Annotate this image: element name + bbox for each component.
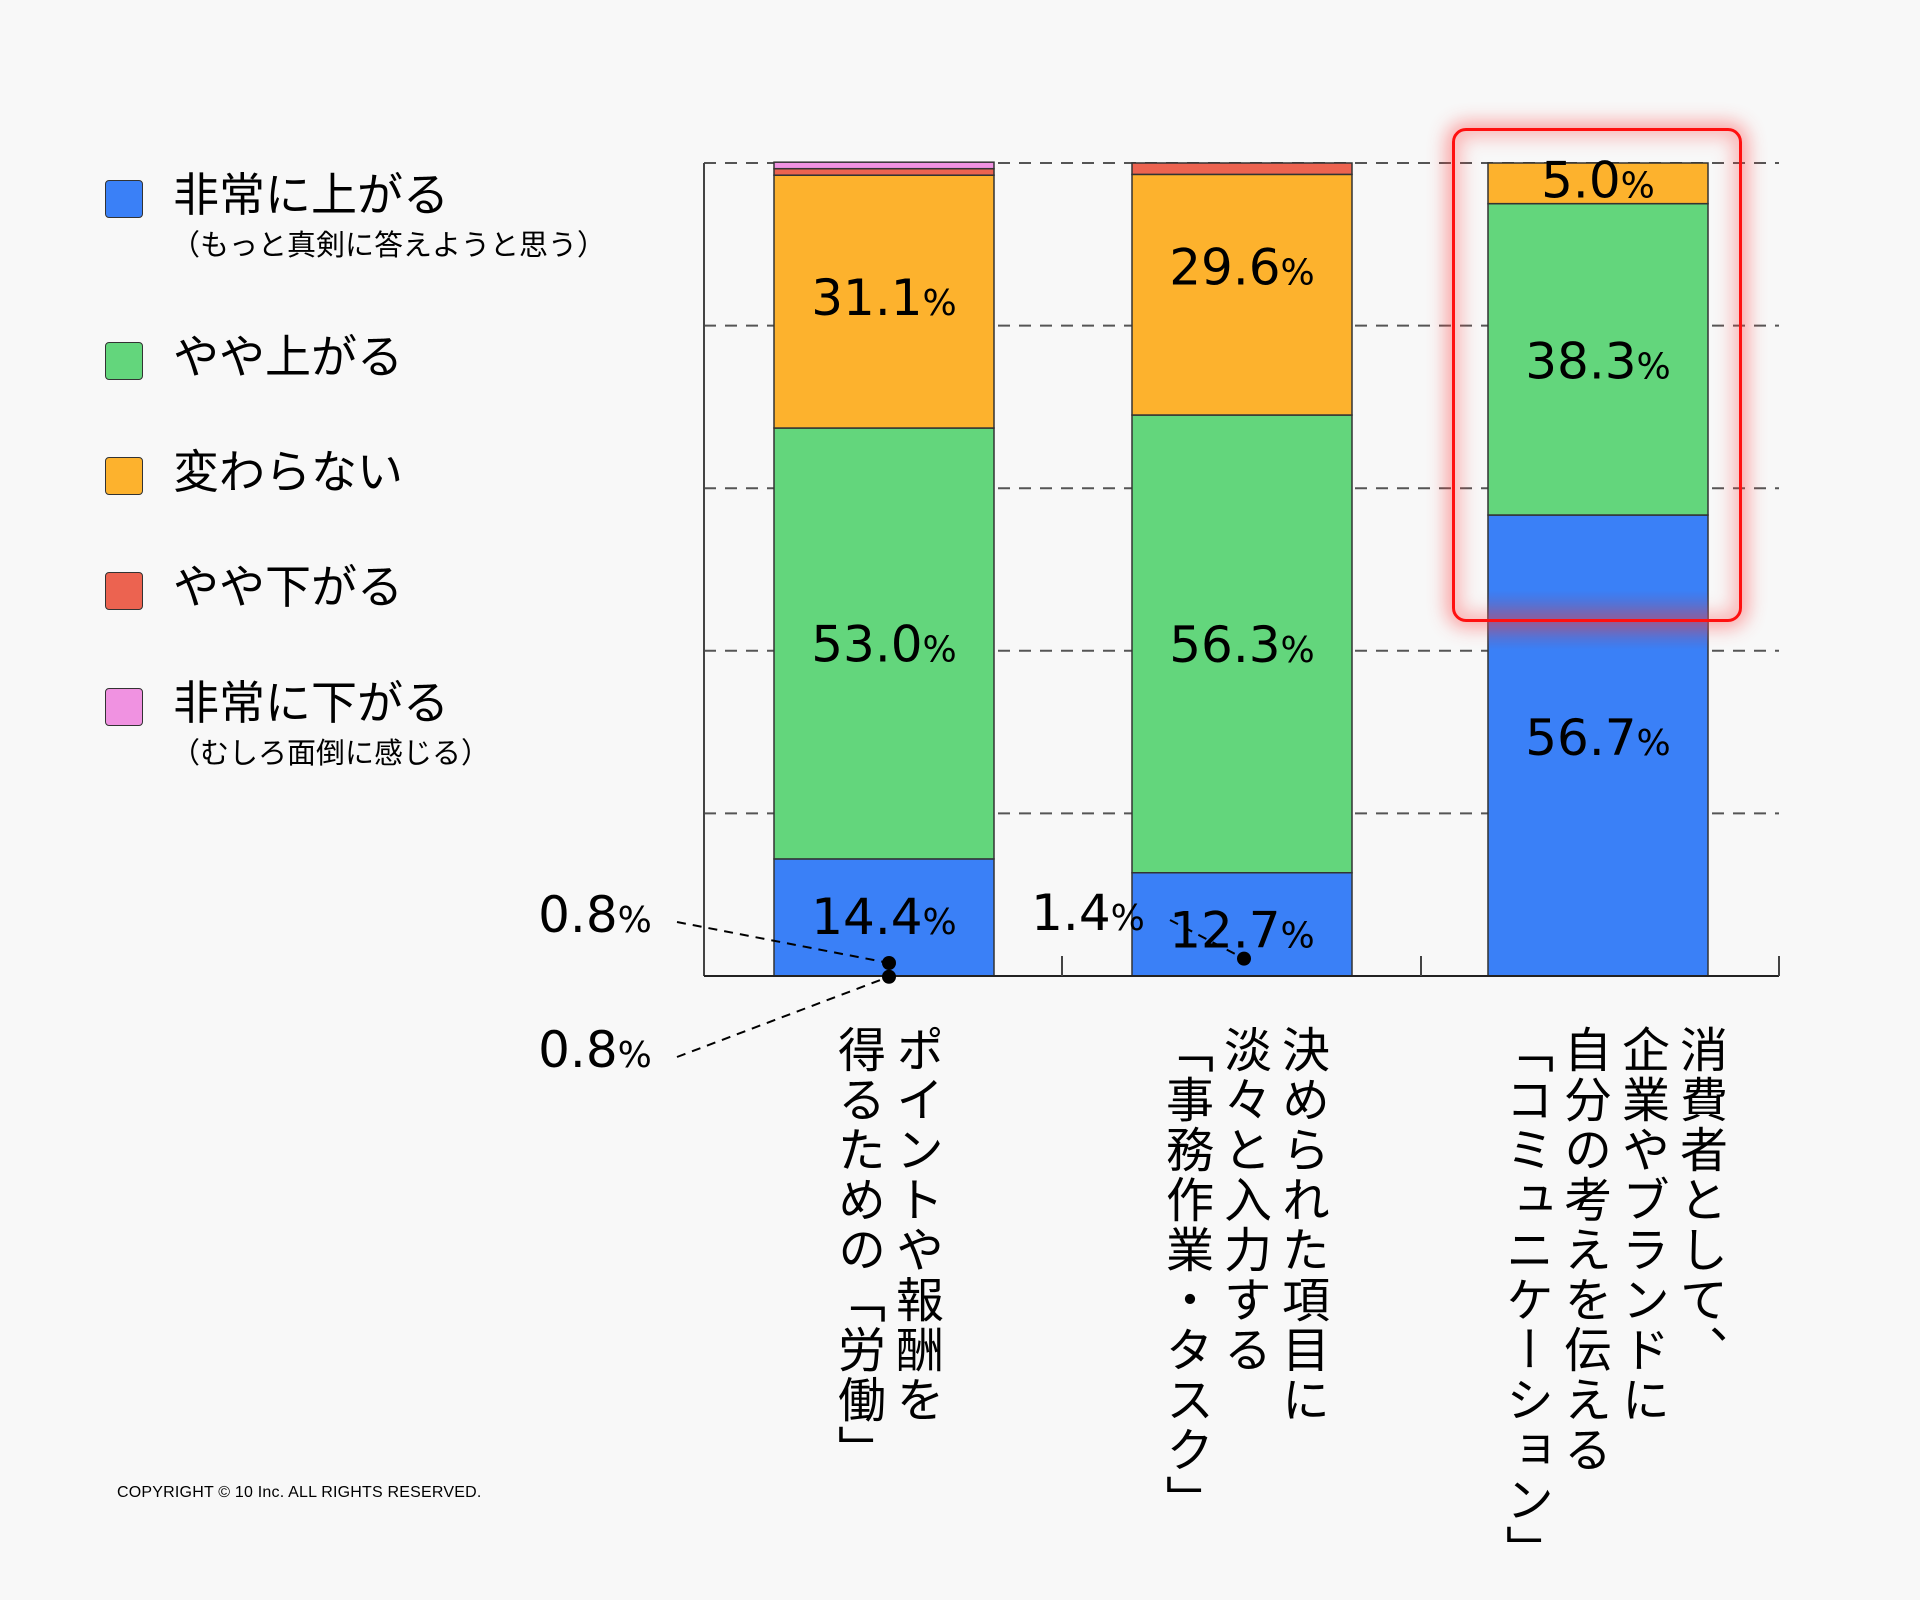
bar-segment (773, 174, 995, 429)
copyright-text: COPYRIGHT © 10 Inc. ALL RIGHTS RESERVED. (117, 1484, 482, 1501)
callouts: 0.8% 0.8% 1.4% (538, 884, 1251, 1079)
bar-segment (1487, 202, 1709, 516)
bar-segment (1131, 162, 1353, 176)
data-labels: 14.4% 53.0% 31.1% 12.7% 56.3% 29.6% 56.7% 38.3%… (811, 152, 1671, 960)
legend-swatch (105, 457, 143, 495)
data-label: 5.0% (1541, 152, 1655, 210)
bar-segment (773, 161, 995, 170)
data-label: 14.4% (811, 888, 957, 946)
bar-segment (1131, 414, 1353, 874)
callout-label: 0.8% (538, 886, 652, 944)
legend-label: やや上がる (173, 330, 403, 384)
legend-sublabel: （もっと真剣に答えようと思う） (171, 228, 607, 262)
category-label: 消費者として、 企業やブランドに 自分の考えを伝える 「コミュニケーション」 (1497, 1025, 1727, 1575)
callout-line (1169, 919, 1245, 960)
callout-label: 0.8% (538, 1021, 652, 1079)
callout-line (676, 975, 890, 1058)
legend-label: 非常に下がる (173, 676, 449, 730)
callout-dot (1237, 951, 1251, 966)
bar-segment (773, 858, 995, 977)
callout-dot (882, 969, 896, 984)
bar-segment (1487, 162, 1709, 205)
data-label: 53.0% (811, 615, 957, 673)
legend-swatch (105, 180, 143, 218)
data-label: 31.1% (811, 269, 957, 327)
callout-line (676, 921, 890, 964)
category-label: 決められた項目に 淡々と入力する 「事務作業・タスク」 (1157, 1025, 1329, 1525)
callout-label: 1.4% (1031, 884, 1145, 942)
data-label: 29.6% (1169, 238, 1315, 296)
bar-segment (773, 167, 995, 176)
legend-label: 非常に上がる (173, 168, 449, 222)
bar-segment (773, 427, 995, 860)
category-label: ポイントや報酬を 得るための「労働」 (829, 1025, 943, 1475)
bars (773, 161, 1709, 977)
legend-label: やや下がる (173, 560, 403, 614)
data-label: 38.3% (1525, 333, 1671, 391)
data-label: 12.7% (1169, 902, 1315, 960)
data-label: 56.3% (1169, 616, 1315, 674)
legend-sublabel: （むしろ面倒に感じる） (171, 736, 491, 770)
legend-swatch (105, 342, 143, 380)
legend-label: 変わらない (173, 445, 403, 499)
legend-swatch (105, 688, 143, 726)
callout-dot (882, 955, 896, 970)
data-label: 56.7% (1525, 709, 1671, 767)
legend-swatch (105, 572, 143, 610)
